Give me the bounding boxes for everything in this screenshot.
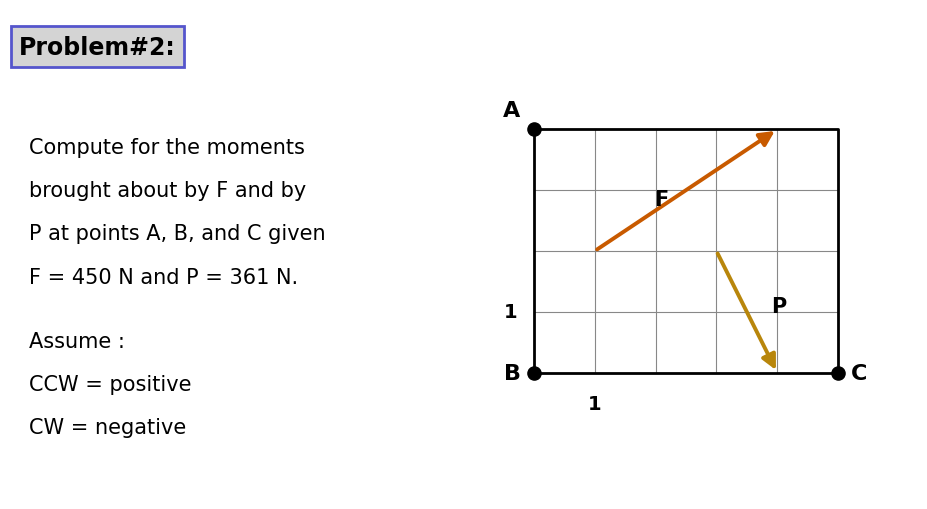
Point	[527, 126, 541, 134]
Text: A: A	[503, 101, 521, 121]
Text: CCW = positive: CCW = positive	[29, 374, 191, 394]
Point	[831, 369, 845, 377]
Text: 1: 1	[588, 394, 602, 413]
Text: Assume :: Assume :	[29, 331, 125, 351]
Text: F: F	[654, 190, 668, 210]
Text: F = 450 N and P = 361 N.: F = 450 N and P = 361 N.	[29, 267, 298, 287]
Point	[527, 369, 541, 377]
Text: P: P	[771, 296, 786, 316]
Text: 1: 1	[503, 303, 517, 322]
Text: brought about by F and by: brought about by F and by	[29, 181, 306, 201]
Text: Compute for the moments: Compute for the moments	[29, 137, 305, 157]
Text: P at points A, B, and C given: P at points A, B, and C given	[29, 224, 325, 244]
Text: B: B	[503, 363, 521, 383]
Text: C: C	[851, 363, 868, 383]
Text: Problem#2:: Problem#2:	[19, 36, 176, 60]
Text: CW = negative: CW = negative	[29, 417, 186, 437]
